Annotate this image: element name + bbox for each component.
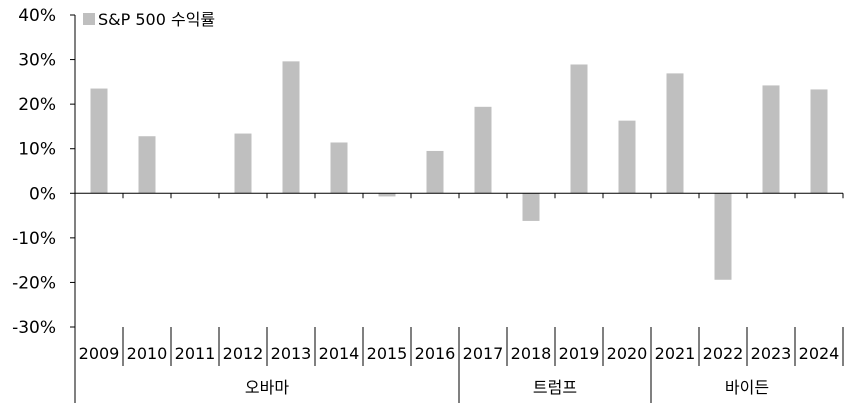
bar-2017 — [475, 107, 492, 193]
x-tick-label: 2015 — [367, 344, 408, 363]
bar-2021 — [667, 73, 684, 193]
x-tick-label: 2010 — [127, 344, 168, 363]
bar-2024 — [811, 89, 828, 193]
bar-2012 — [235, 134, 252, 194]
bar-2019 — [571, 64, 588, 193]
x-tick-label: 2009 — [79, 344, 120, 363]
x-tick-label: 2018 — [511, 344, 552, 363]
x-tick-label: 2020 — [607, 344, 648, 363]
y-tick-label: 40% — [18, 6, 56, 26]
group-label: 바이든 — [725, 378, 769, 397]
bar-2009 — [91, 89, 108, 194]
group-label: 오바마 — [245, 378, 289, 397]
y-axis: 40% 30% 20% 10% 0% -10% -20% -30% — [12, 6, 75, 403]
x-tick-label: 2023 — [751, 344, 792, 363]
x-tick-label: 2021 — [655, 344, 696, 363]
x-tick-label: 2012 — [223, 344, 264, 363]
bar-2020 — [619, 121, 636, 194]
x-tick-label: 2014 — [319, 344, 360, 363]
y-tick-label: 20% — [18, 95, 56, 115]
y-tick-label: -10% — [12, 229, 56, 249]
group-label: 트럼프 — [533, 378, 577, 397]
legend: S&P 500 수익률 — [83, 10, 215, 29]
bar-2014 — [331, 142, 348, 193]
x-tick-label: 2024 — [799, 344, 840, 363]
x-tick-label: 2019 — [559, 344, 600, 363]
x-tick-label: 2022 — [703, 344, 744, 363]
y-tick-label: -30% — [12, 318, 56, 338]
legend-label: S&P 500 수익률 — [98, 10, 215, 29]
y-tick-label: 0% — [29, 184, 56, 204]
x-tick-label: 2017 — [463, 344, 504, 363]
bar-2016 — [427, 151, 444, 193]
bar-2023 — [763, 85, 780, 193]
president-groups: 오바마 트럼프 바이든 — [245, 378, 769, 397]
y-tick-label: 10% — [18, 140, 56, 160]
bar-2010 — [139, 136, 156, 193]
bars — [91, 61, 828, 279]
x-tick-label: 2011 — [175, 344, 216, 363]
bar-2022 — [715, 193, 732, 279]
x-tick-label: 2013 — [271, 344, 312, 363]
legend-swatch — [83, 13, 95, 25]
y-tick-label: 30% — [18, 51, 56, 71]
bar-2018 — [523, 193, 540, 221]
bar-2013 — [283, 61, 300, 193]
y-tick-label: -20% — [12, 273, 56, 293]
x-tick-label: 2016 — [415, 344, 456, 363]
